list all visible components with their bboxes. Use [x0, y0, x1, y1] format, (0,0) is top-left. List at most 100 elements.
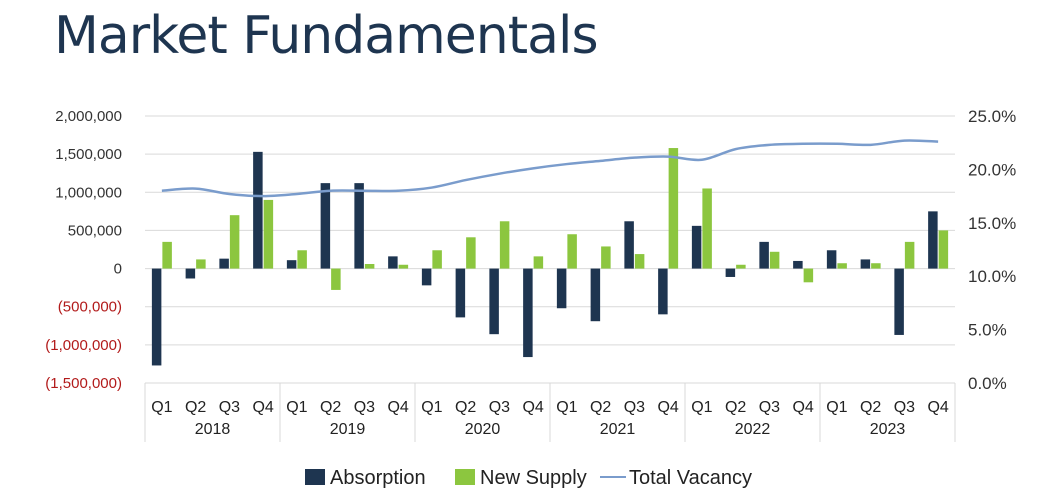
quarter-label: Q2 — [725, 399, 746, 416]
y-left-tick-label: 2,000,000 — [55, 108, 122, 125]
quarter-label: Q2 — [455, 399, 476, 416]
year-label: 2023 — [870, 421, 906, 438]
absorption-bar — [894, 268, 904, 335]
new-supply-bar — [466, 237, 476, 269]
new-supply-bar — [196, 259, 206, 269]
absorption-bar — [455, 268, 466, 318]
new-supply-bar — [331, 268, 341, 290]
absorption-bar — [151, 268, 162, 366]
new-supply-bar — [263, 199, 274, 269]
legend-label-total-vacancy: Total Vacancy — [629, 467, 752, 489]
quarter-label: Q4 — [657, 399, 678, 416]
absorption-bar — [523, 268, 533, 358]
y-right-tick-label: 0.0% — [968, 374, 1007, 393]
y-right-tick-label: 25.0% — [968, 107, 1016, 126]
quarter-label: Q1 — [556, 399, 577, 416]
absorption-bar — [253, 151, 263, 269]
absorption-bar — [624, 221, 634, 269]
new-supply-bar — [904, 241, 915, 269]
absorption-bar — [725, 268, 736, 277]
y-left-tick-label: 1,000,000 — [55, 184, 122, 201]
quarter-label: Q4 — [252, 399, 273, 416]
quarter-label: Q1 — [151, 399, 172, 416]
new-supply-bar — [769, 251, 780, 269]
new-supply-bar — [871, 263, 881, 269]
quarter-label: Q1 — [421, 399, 442, 416]
quarter-label: Q3 — [624, 399, 645, 416]
quarter-label: Q1 — [286, 399, 307, 416]
new-supply-bar — [499, 221, 510, 269]
total-vacancy-line — [161, 139, 939, 198]
absorption-bar — [691, 225, 702, 269]
y-left-tick-label: (1,500,000) — [45, 375, 122, 392]
legend-swatch-absorption — [305, 469, 325, 485]
year-label: 2019 — [330, 421, 366, 438]
absorption-bar — [489, 268, 499, 335]
absorption-bar — [928, 211, 938, 269]
new-supply-bar — [229, 215, 240, 269]
new-supply-bar — [398, 264, 409, 269]
y-right-tick-label: 15.0% — [968, 214, 1016, 233]
y-right-tick-label: 5.0% — [968, 321, 1007, 340]
absorption-bar — [759, 241, 769, 269]
legend-label-absorption: Absorption — [330, 467, 426, 489]
absorption-bar — [590, 268, 601, 322]
absorption-bar — [860, 259, 871, 269]
new-supply-bar — [668, 148, 679, 269]
y-left-tick-label: (500,000) — [58, 299, 122, 316]
absorption-bar — [556, 268, 567, 309]
new-supply-bar — [601, 246, 611, 269]
quarter-label: Q3 — [489, 399, 510, 416]
quarter-label: Q4 — [927, 399, 948, 416]
year-label: 2022 — [735, 421, 771, 438]
y-right-tick-label: 10.0% — [968, 267, 1016, 286]
absorption-bar — [354, 183, 364, 269]
new-supply-bar — [533, 256, 544, 269]
y-left-tick-label: (1,000,000) — [45, 337, 122, 354]
absorption-bar — [388, 256, 398, 269]
new-supply-bar — [702, 188, 712, 269]
quarter-label: Q2 — [860, 399, 881, 416]
quarter-label: Q2 — [320, 399, 341, 416]
new-supply-bar — [567, 234, 577, 269]
quarter-label: Q3 — [219, 399, 240, 416]
y-left-tick-label: 0 — [114, 261, 122, 278]
y-left-tick-label: 1,500,000 — [55, 146, 122, 163]
year-label: 2018 — [195, 421, 231, 438]
new-supply-bar — [803, 268, 814, 283]
quarter-label: Q2 — [590, 399, 611, 416]
new-supply-bar — [634, 254, 645, 269]
absorption-bar — [185, 268, 196, 279]
year-label: 2020 — [465, 421, 501, 438]
new-supply-bar — [837, 263, 847, 269]
new-supply-bar — [297, 250, 307, 269]
quarter-label: Q1 — [826, 399, 847, 416]
new-supply-bar — [162, 241, 172, 269]
quarter-label: Q4 — [522, 399, 543, 416]
absorption-bar — [793, 260, 803, 269]
absorption-bar — [320, 183, 331, 269]
quarter-label: Q3 — [354, 399, 375, 416]
y-left-tick-label: 500,000 — [68, 222, 122, 239]
absorption-bar — [658, 268, 668, 315]
quarter-label: Q4 — [792, 399, 813, 416]
legend-swatch-new-supply — [455, 469, 475, 485]
new-supply-bar — [432, 250, 442, 269]
absorption-bar — [219, 258, 229, 269]
year-label: 2021 — [600, 421, 636, 438]
absorption-bar — [286, 260, 297, 269]
absorption-bar — [421, 268, 432, 286]
y-right-tick-label: 20.0% — [968, 160, 1016, 179]
quarter-label: Q2 — [185, 399, 206, 416]
legend-label-new-supply: New Supply — [480, 467, 587, 489]
new-supply-bar — [364, 263, 375, 269]
absorption-bar — [826, 250, 837, 269]
quarter-label: Q1 — [691, 399, 712, 416]
quarter-label: Q4 — [387, 399, 408, 416]
quarter-label: Q3 — [894, 399, 915, 416]
quarter-label: Q3 — [759, 399, 780, 416]
chart-title: Market Fundamentals — [54, 6, 599, 66]
new-supply-bar — [736, 264, 746, 269]
new-supply-bar — [938, 230, 949, 269]
